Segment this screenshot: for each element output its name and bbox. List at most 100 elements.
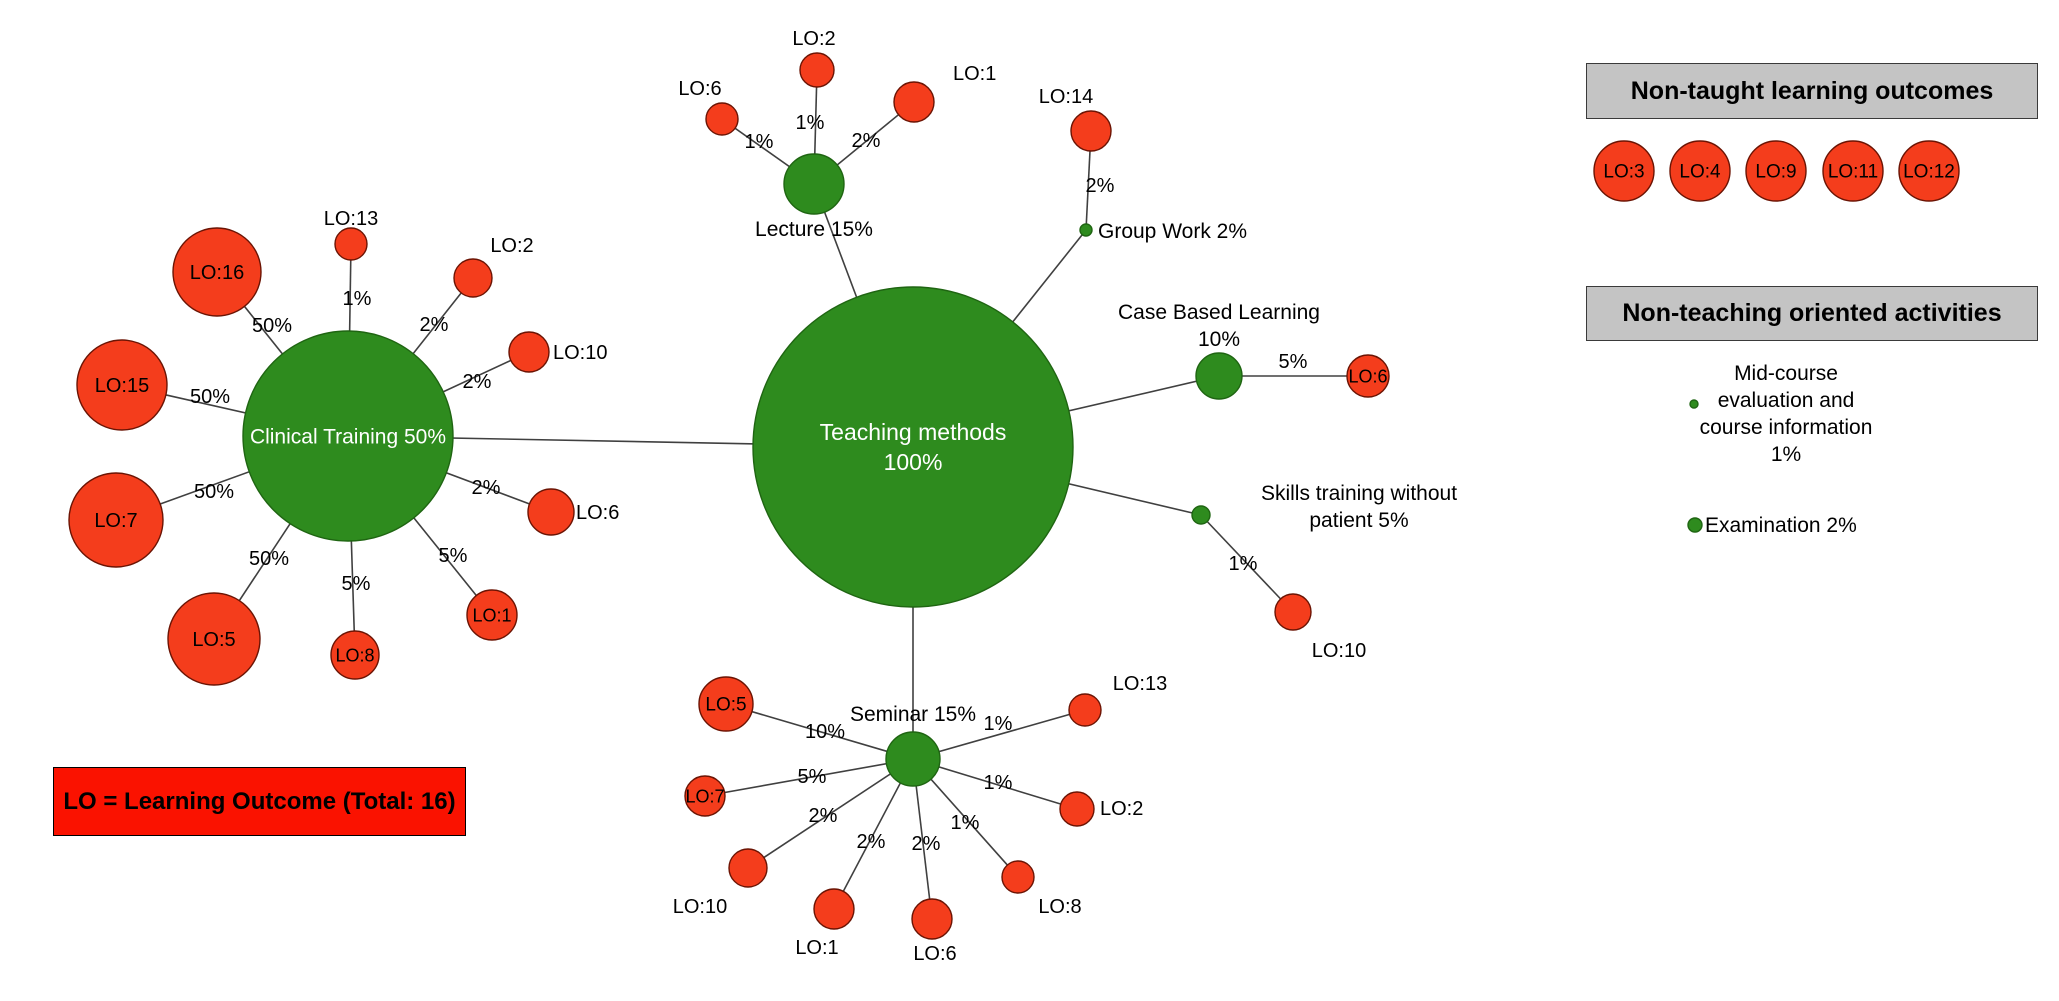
- edge-label: 50%: [190, 386, 230, 408]
- lo14-label: LO:14: [1039, 86, 1093, 108]
- lo12-nontaught-label: LO:12: [1903, 162, 1955, 183]
- legend-box: LO = Learning Outcome (Total: 16): [53, 767, 466, 836]
- lo3-nontaught-circle: [1593, 140, 1655, 202]
- lo13-clinical-circle: [334, 227, 368, 261]
- lo10-clinical-circle: [508, 331, 550, 373]
- lo2-lecture-label: LO:2: [792, 28, 835, 50]
- lo1-seminar-label: LO:1: [795, 937, 838, 959]
- non-teaching-header: Non-teaching oriented activities: [1586, 286, 2038, 341]
- lo6-casebased-circle: [1346, 354, 1390, 398]
- lo8-clinical-label: LO:8: [335, 645, 374, 665]
- edge-label: 50%: [249, 548, 289, 570]
- edge-label: 2%: [472, 477, 501, 499]
- lo1-clinical-circle: [466, 589, 518, 641]
- non-taught-header-label: Non-taught learning outcomes: [1630, 76, 1994, 105]
- edge-line: [747, 758, 914, 869]
- lo7-seminar-label: LO:7: [685, 786, 724, 806]
- examination-dot-circle: [1687, 517, 1703, 533]
- edge-line: [1200, 514, 1294, 613]
- edge-label: 2%: [809, 805, 838, 827]
- edge-line: [912, 758, 1078, 810]
- lo4-nontaught-label: LO:4: [1679, 162, 1721, 183]
- case-based-label: Case Based Learning 10%: [1118, 301, 1320, 351]
- lo8-seminar-label: LO:8: [1038, 896, 1081, 918]
- lo5-clinical-label: LO:5: [192, 629, 235, 651]
- lo9-nontaught-label: LO:9: [1755, 162, 1796, 183]
- lo7-clinical-label: LO:7: [94, 510, 137, 532]
- lo1-seminar-circle: [813, 888, 855, 930]
- edge-label: 1%: [343, 288, 372, 310]
- non-taught-header: Non-taught learning outcomes: [1586, 63, 2038, 119]
- lo2-lecture-circle: [799, 52, 835, 88]
- midcourse-label: Mid-course evaluation and course informati…: [1700, 362, 1873, 466]
- edge-line: [704, 758, 914, 797]
- lecture-circle: [783, 153, 845, 215]
- edge-label: 1%: [796, 112, 825, 134]
- lo3-nontaught-label: LO:3: [1603, 162, 1644, 183]
- lo16-clinical-label: LO:16: [190, 262, 244, 284]
- edge-label: 5%: [439, 545, 468, 567]
- examination-label: Examination 2%: [1705, 514, 1857, 537]
- legend-label: LO = Learning Outcome (Total: 16): [63, 787, 456, 815]
- lo1-lecture-label: LO:1: [953, 63, 996, 85]
- lo6-casebased-label: LO:6: [1348, 366, 1387, 386]
- lo1-lecture-circle: [893, 81, 935, 123]
- edge-label: 50%: [252, 315, 292, 337]
- lo6-lecture-label: LO:6: [678, 78, 721, 100]
- skills-training-dot-circle: [1191, 505, 1211, 525]
- edge-label: 1%: [745, 131, 774, 153]
- lo7-clinical-circle: [68, 472, 164, 568]
- lo2-clinical-label: LO:2: [490, 235, 533, 257]
- lo4-nontaught-circle: [1669, 140, 1731, 202]
- lo11-nontaught-circle: [1822, 140, 1884, 202]
- edge-label: 1%: [1229, 553, 1258, 575]
- edge-label: 5%: [342, 573, 371, 595]
- edge-label: 2%: [852, 130, 881, 152]
- non-teaching-header-label: Non-teaching oriented activities: [1622, 299, 2002, 327]
- edge-line: [725, 703, 914, 760]
- case-based-learning-circle: [1195, 352, 1243, 400]
- lo13-clinical-label: LO:13: [324, 208, 378, 230]
- lo2-seminar-label: LO:2: [1100, 798, 1143, 820]
- lo2-seminar-circle: [1059, 791, 1095, 827]
- lo14-groupwork-circle: [1070, 110, 1112, 152]
- seminar-label: Seminar 15%: [850, 703, 976, 726]
- lo5-seminar-circle: [698, 676, 754, 732]
- lo13-seminar-circle: [1068, 693, 1102, 727]
- edge-label: 50%: [194, 481, 234, 503]
- edge-label: 1%: [984, 713, 1013, 735]
- edge-label: 5%: [1279, 351, 1308, 373]
- edge-line: [833, 758, 914, 910]
- lo7-seminar-circle: [684, 775, 726, 817]
- lo10-seminar-label: LO:10: [673, 896, 727, 918]
- lo10-clinical-label: LO:10: [553, 342, 607, 364]
- lo13-seminar-label: LO:13: [1113, 673, 1167, 695]
- lo10-skills-label: LO:10: [1312, 640, 1366, 662]
- skills-training-label: Skills training without patient 5%: [1261, 482, 1457, 532]
- lo16-clinical-circle: [172, 227, 262, 317]
- lo6-clinical-label: LO:6: [576, 502, 619, 524]
- edge-label: 2%: [420, 314, 449, 336]
- edge-label: 2%: [463, 371, 492, 393]
- lo10-seminar-circle: [728, 848, 768, 888]
- seminar-circle: [885, 731, 941, 787]
- group-work-dot-circle: [1079, 223, 1093, 237]
- lo15-clinical-circle: [76, 339, 168, 431]
- edge-label: 2%: [1086, 175, 1115, 197]
- edge-label: 1%: [951, 812, 980, 834]
- lo1-clinical-label: LO:1: [472, 605, 511, 625]
- teaching-methods-label: Teaching methods 100%: [820, 419, 1007, 475]
- lecture-label: Lecture 15%: [755, 218, 873, 241]
- lo2-clinical-circle: [453, 258, 493, 298]
- lo6-clinical-circle: [527, 488, 575, 536]
- lo10-skills-circle: [1274, 593, 1312, 631]
- lo15-clinical-label: LO:15: [95, 375, 149, 397]
- clinical-training-circle: [242, 330, 454, 542]
- edge-label: 2%: [912, 833, 941, 855]
- lo11-nontaught-label: LO:11: [1828, 162, 1878, 183]
- lo8-clinical-circle: [330, 630, 380, 680]
- lo6-lecture-circle: [705, 102, 739, 136]
- lo8-seminar-circle: [1001, 860, 1035, 894]
- lo6-seminar-circle: [911, 898, 953, 940]
